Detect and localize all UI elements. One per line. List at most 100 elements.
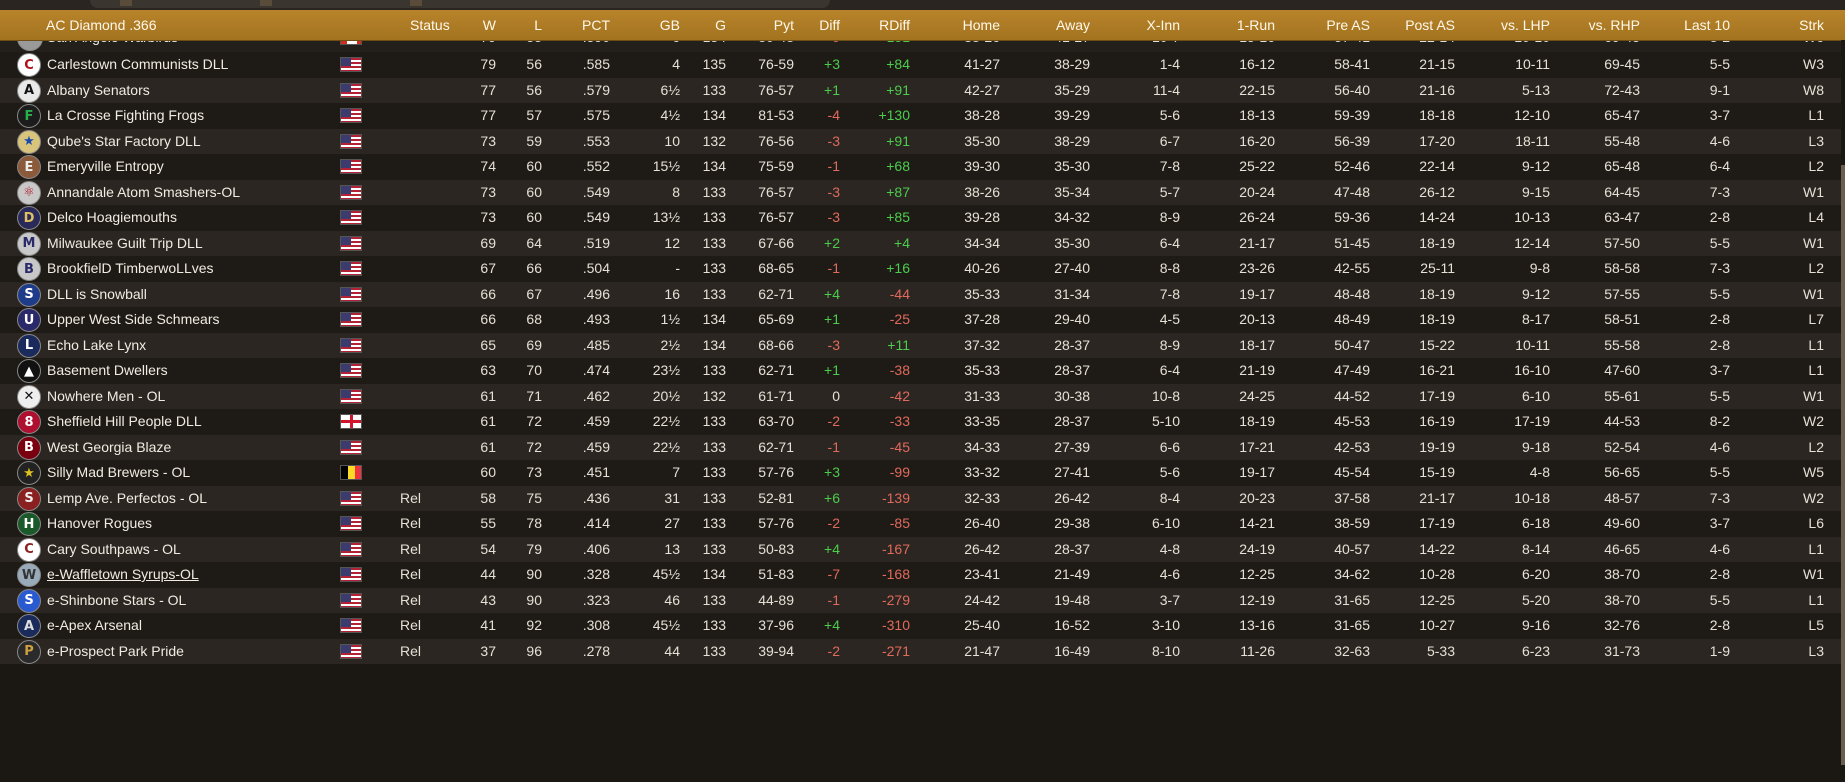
table-row[interactable]: A Albany Senators 77 56 .579 6½ 133 76-57 +1 +91 4… — [0, 77, 1845, 103]
cell-last10: 5-5 — [1709, 464, 1730, 480]
team-name[interactable]: Milwaukee Guilt Trip DLL — [47, 234, 203, 251]
team-name[interactable]: Nowhere Men - OL — [47, 387, 166, 404]
col-pct-header[interactable]: PCT — [582, 17, 610, 33]
table-row[interactable]: ★ Silly Mad Brewers - OL 60 73 .451 7 133 57-76… — [0, 460, 1845, 486]
team-name[interactable]: Annandale Atom Smashers-OL — [47, 183, 240, 200]
cell-vsrhp: 55-58 — [1604, 336, 1640, 353]
cell-onerun: 12-19 — [1239, 591, 1275, 608]
vertical-scrollbar[interactable] — [1841, 40, 1845, 782]
team-name[interactable]: San Angelo Warbirds — [47, 41, 178, 52]
table-row[interactable]: C Cary Southpaws - OL Rel 54 79 .406 13 133 50-8… — [0, 536, 1845, 562]
scrollbar-thumb[interactable] — [1841, 165, 1845, 765]
team-name[interactable]: West Georgia Blaze — [47, 438, 172, 455]
tab-bar-remnant — [90, 0, 830, 8]
team-name[interactable]: Cary Southpaws - OL — [47, 540, 181, 557]
table-row[interactable]: M Milwaukee Guilt Trip DLL 69 64 .519 12 133 67… — [0, 230, 1845, 256]
cell-onerun: 13-16 — [1239, 617, 1275, 633]
col-last10-header[interactable]: Last 10 — [1684, 17, 1730, 33]
col-diff-header[interactable]: Diff — [819, 17, 840, 33]
col-l-header[interactable]: L — [534, 17, 542, 33]
col-rdiff-header[interactable]: RDiff — [879, 17, 910, 33]
col-preas-header[interactable]: Pre AS — [1326, 17, 1370, 33]
col-status-header[interactable]: Status — [410, 17, 450, 33]
us-flag-icon — [340, 439, 362, 455]
cell-home: 40-26 — [964, 260, 1000, 276]
table-row[interactable]: B West Georgia Blaze 61 72 .459 22½ 133 62-71 -1… — [0, 434, 1845, 460]
table-row[interactable]: ★ Qube's Star Factory DLL 73 59 .553 10 132 76-… — [0, 128, 1845, 154]
col-gb-header[interactable]: GB — [659, 17, 680, 33]
cell-rdiff: -167 — [881, 540, 910, 557]
col-w-header[interactable]: W — [482, 17, 496, 33]
cell-preas: 37-58 — [1334, 489, 1370, 506]
cell-preas: 57-41 — [1310, 41, 1370, 52]
cell-strk: W2 — [1803, 413, 1824, 429]
cell-l: 73 — [526, 464, 542, 480]
col-pyt-header[interactable]: Pyt — [773, 17, 794, 33]
table-row[interactable]: ⚛ Annandale Atom Smashers-OL 73 60 .549 8 133 7… — [0, 179, 1845, 205]
cell-vsrhp: 55-48 — [1604, 132, 1640, 149]
table-row-partial[interactable]: San Angelo Warbirds 79 55 .590 6 134 80-… — [0, 41, 1845, 52]
col-postas-header[interactable]: Post AS — [1405, 17, 1455, 33]
table-row[interactable]: ▲ Basement Dwellers 63 70 .474 23½ 133 62-71 +1 -… — [0, 358, 1845, 384]
table-row[interactable]: ✕ Nowhere Men - OL 61 71 .462 20½ 132 61-71 0 -42… — [0, 383, 1845, 409]
team-name[interactable]: Silly Mad Brewers - OL — [47, 464, 191, 480]
team-name[interactable]: Lemp Ave. Perfectos - OL — [47, 489, 208, 506]
team-name[interactable]: Emeryville Entropy — [47, 158, 164, 174]
cell-preas: 48-48 — [1334, 285, 1370, 302]
table-row[interactable]: L Echo Lake Lynx 65 69 .485 2½ 134 68-66 -3 +11 37… — [0, 332, 1845, 358]
table-row[interactable]: D Delco Hoagiemouths 73 60 .549 13½ 133 76-57 -3… — [0, 205, 1845, 231]
cell-home: 31-33 — [964, 387, 1000, 404]
table-row[interactable]: S Lemp Ave. Perfectos - OL Rel 58 75 .436 31 13… — [0, 485, 1845, 511]
table-row[interactable]: U Upper West Side Schmears 66 68 .493 1½ 134 65… — [0, 307, 1845, 333]
cell-last10: 2-8 — [1709, 209, 1730, 225]
col-xinn-header[interactable]: X-Inn — [1146, 17, 1180, 33]
col-home-header[interactable]: Home — [962, 17, 1000, 33]
col-strk-header[interactable]: Strk — [1799, 17, 1824, 33]
table-row[interactable]: C Carlestown Communists DLL 79 56 .585 4 135 76… — [0, 52, 1845, 78]
us-flag-icon — [340, 133, 362, 149]
team-name[interactable]: Delco Hoagiemouths — [47, 209, 177, 225]
cell-away: 39-29 — [1054, 107, 1090, 123]
team-name[interactable]: Echo Lake Lynx — [47, 336, 147, 353]
team-name[interactable]: BrookfielD TimberwoLLves — [47, 260, 214, 276]
col-vsrhp-header[interactable]: vs. RHP — [1588, 17, 1640, 33]
team-name[interactable]: e-Shinbone Stars - OL — [47, 591, 187, 608]
team-name[interactable]: La Crosse Fighting Frogs — [47, 107, 205, 123]
cell-rdiff: -168 — [881, 566, 910, 582]
col-vslhp-header[interactable]: vs. LHP — [1500, 17, 1550, 33]
table-row[interactable]: E Emeryville Entropy 74 60 .552 15½ 134 75-59 -1… — [0, 154, 1845, 180]
team-name[interactable]: e-Waffletown Syrups-OL — [47, 566, 199, 582]
cell-l: 55 — [520, 41, 542, 52]
col-team-header[interactable]: AC Diamond .366 — [46, 17, 157, 33]
cell-last10: 8-2 — [1709, 413, 1730, 429]
team-name[interactable]: Carlestown Communists DLL — [47, 56, 229, 72]
us-flag-icon — [340, 235, 362, 251]
table-row[interactable]: 8 Sheffield Hill People DLL 61 72 .459 22½ 133… — [0, 409, 1845, 435]
table-row[interactable]: F La Crosse Fighting Frogs 77 57 .575 4½ 134 81… — [0, 103, 1845, 129]
table-row[interactable]: S DLL is Snowball 66 67 .496 16 133 62-71 +4 -44 3… — [0, 281, 1845, 307]
col-g-header[interactable]: G — [715, 17, 726, 33]
cell-strk: L1 — [1808, 591, 1824, 608]
team-name[interactable]: Sheffield Hill People DLL — [47, 413, 202, 429]
team-name[interactable]: e-Prospect Park Pride — [47, 642, 184, 659]
team-name[interactable]: e-Apex Arsenal — [47, 617, 142, 633]
table-row[interactable]: H Hanover Rogues Rel 55 78 .414 27 133 57-76 -2 -8… — [0, 511, 1845, 537]
team-name[interactable]: Basement Dwellers — [47, 362, 168, 378]
cell-onerun: 18-19 — [1239, 413, 1275, 429]
team-name[interactable]: Hanover Rogues — [47, 515, 153, 531]
team-name[interactable]: DLL is Snowball — [47, 285, 147, 302]
team-name[interactable]: Qube's Star Factory DLL — [47, 132, 201, 149]
cell-xinn: 6-6 — [1159, 438, 1180, 455]
cell-l: 71 — [526, 387, 542, 404]
team-name[interactable]: Albany Senators — [47, 81, 150, 98]
col-away-header[interactable]: Away — [1056, 17, 1090, 33]
col-onerun-header[interactable]: 1-Run — [1236, 17, 1275, 33]
team-name[interactable]: Upper West Side Schmears — [47, 311, 220, 327]
table-row[interactable]: B BrookfielD TimberwoLLves 67 66 .504 - 133 68-… — [0, 256, 1845, 282]
cell-rdiff: +130 — [878, 107, 910, 123]
cell-g: 133 — [702, 438, 726, 455]
